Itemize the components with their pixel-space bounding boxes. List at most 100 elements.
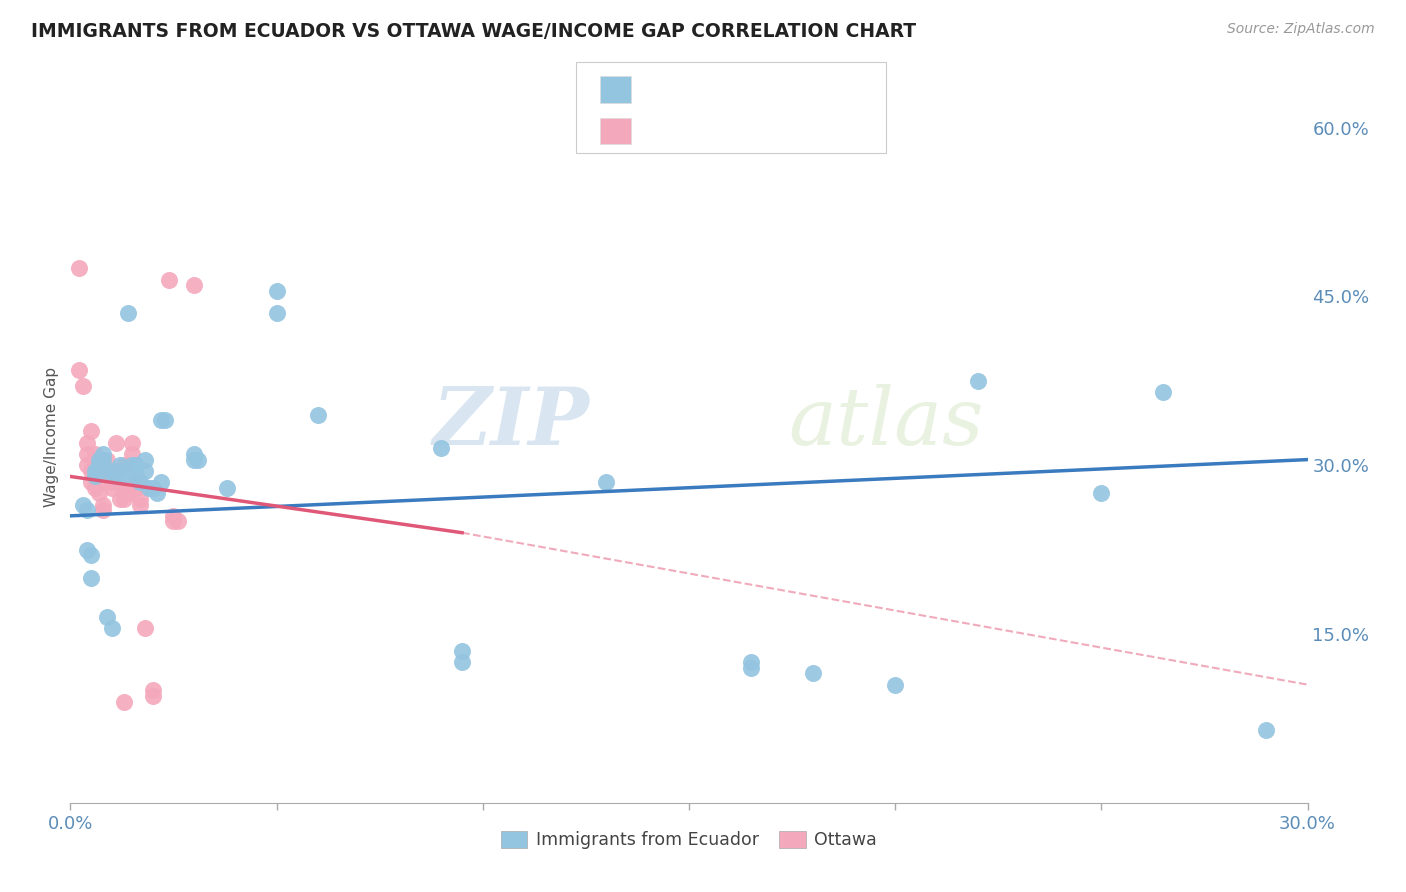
Point xyxy=(595,132,617,146)
Point xyxy=(67,261,90,276)
Point xyxy=(430,442,453,456)
Point xyxy=(72,379,94,393)
Point xyxy=(104,464,127,478)
Point xyxy=(134,452,156,467)
Point xyxy=(183,278,205,293)
Point xyxy=(80,475,103,489)
Point xyxy=(142,689,165,703)
Point xyxy=(125,458,148,473)
Point xyxy=(91,503,114,517)
Point xyxy=(884,678,907,692)
Point xyxy=(121,464,143,478)
Point xyxy=(162,515,184,529)
Point xyxy=(80,425,103,439)
Point xyxy=(125,469,148,483)
Point xyxy=(183,447,205,461)
Text: IMMIGRANTS FROM ECUADOR VS OTTAWA WAGE/INCOME GAP CORRELATION CHART: IMMIGRANTS FROM ECUADOR VS OTTAWA WAGE/I… xyxy=(31,22,917,41)
Point xyxy=(91,498,114,512)
Point xyxy=(76,458,98,473)
Point xyxy=(104,469,127,483)
Point xyxy=(121,458,143,473)
Point xyxy=(166,515,188,529)
Point xyxy=(112,464,135,478)
Text: ZIP: ZIP xyxy=(433,384,591,461)
Point xyxy=(112,481,135,495)
Point xyxy=(162,508,184,523)
Point xyxy=(104,435,127,450)
Point xyxy=(80,571,103,585)
Text: N =: N = xyxy=(730,122,779,140)
Point xyxy=(100,464,122,478)
Point xyxy=(142,683,165,698)
Point xyxy=(108,491,131,506)
Point xyxy=(595,475,617,489)
Point xyxy=(76,503,98,517)
Point xyxy=(91,447,114,461)
Point xyxy=(125,481,148,495)
Point xyxy=(117,306,139,320)
Point xyxy=(96,464,118,478)
Text: R =: R = xyxy=(643,81,681,99)
Point xyxy=(451,655,474,669)
Point xyxy=(138,481,160,495)
Point xyxy=(80,548,103,562)
Point xyxy=(112,469,135,483)
Point xyxy=(112,458,135,473)
Point xyxy=(112,491,135,506)
Point xyxy=(121,435,143,450)
Point xyxy=(76,435,98,450)
Point xyxy=(134,464,156,478)
Point xyxy=(117,481,139,495)
Point xyxy=(117,486,139,500)
Point xyxy=(307,408,329,422)
Point xyxy=(96,610,118,624)
Point xyxy=(451,644,474,658)
Point xyxy=(76,447,98,461)
Legend: Immigrants from Ecuador, Ottawa: Immigrants from Ecuador, Ottawa xyxy=(494,823,884,856)
Point xyxy=(146,486,169,500)
Point xyxy=(100,475,122,489)
Point xyxy=(80,464,103,478)
Point xyxy=(183,452,205,467)
Point xyxy=(142,481,165,495)
Point xyxy=(96,452,118,467)
Point xyxy=(740,661,762,675)
Point xyxy=(134,621,156,635)
Point xyxy=(153,413,176,427)
Point xyxy=(108,458,131,473)
Point xyxy=(150,475,173,489)
Point xyxy=(125,475,148,489)
Point xyxy=(89,452,111,467)
Point xyxy=(266,284,288,298)
Text: Source: ZipAtlas.com: Source: ZipAtlas.com xyxy=(1227,22,1375,37)
Point xyxy=(72,498,94,512)
Point xyxy=(266,306,288,320)
Point xyxy=(84,447,107,461)
Text: -0.106: -0.106 xyxy=(678,122,740,140)
Point xyxy=(84,458,107,473)
Point xyxy=(89,458,111,473)
Point xyxy=(801,666,824,681)
Point xyxy=(1256,723,1278,737)
Point xyxy=(76,542,98,557)
Point xyxy=(100,481,122,495)
Point xyxy=(100,621,122,635)
Point xyxy=(129,491,152,506)
Text: atlas: atlas xyxy=(787,384,983,461)
Point xyxy=(157,272,180,286)
Text: 0.150: 0.150 xyxy=(678,81,733,99)
Point xyxy=(84,481,107,495)
Point xyxy=(121,447,143,461)
Point xyxy=(966,374,988,388)
Point xyxy=(89,486,111,500)
Point xyxy=(67,362,90,376)
Point xyxy=(129,475,152,489)
Text: 44: 44 xyxy=(783,81,807,99)
Point xyxy=(150,413,173,427)
Point xyxy=(89,475,111,489)
Point xyxy=(740,655,762,669)
Point xyxy=(112,694,135,708)
Point xyxy=(84,464,107,478)
Text: R =: R = xyxy=(643,122,681,140)
Y-axis label: Wage/Income Gap: Wage/Income Gap xyxy=(44,367,59,508)
